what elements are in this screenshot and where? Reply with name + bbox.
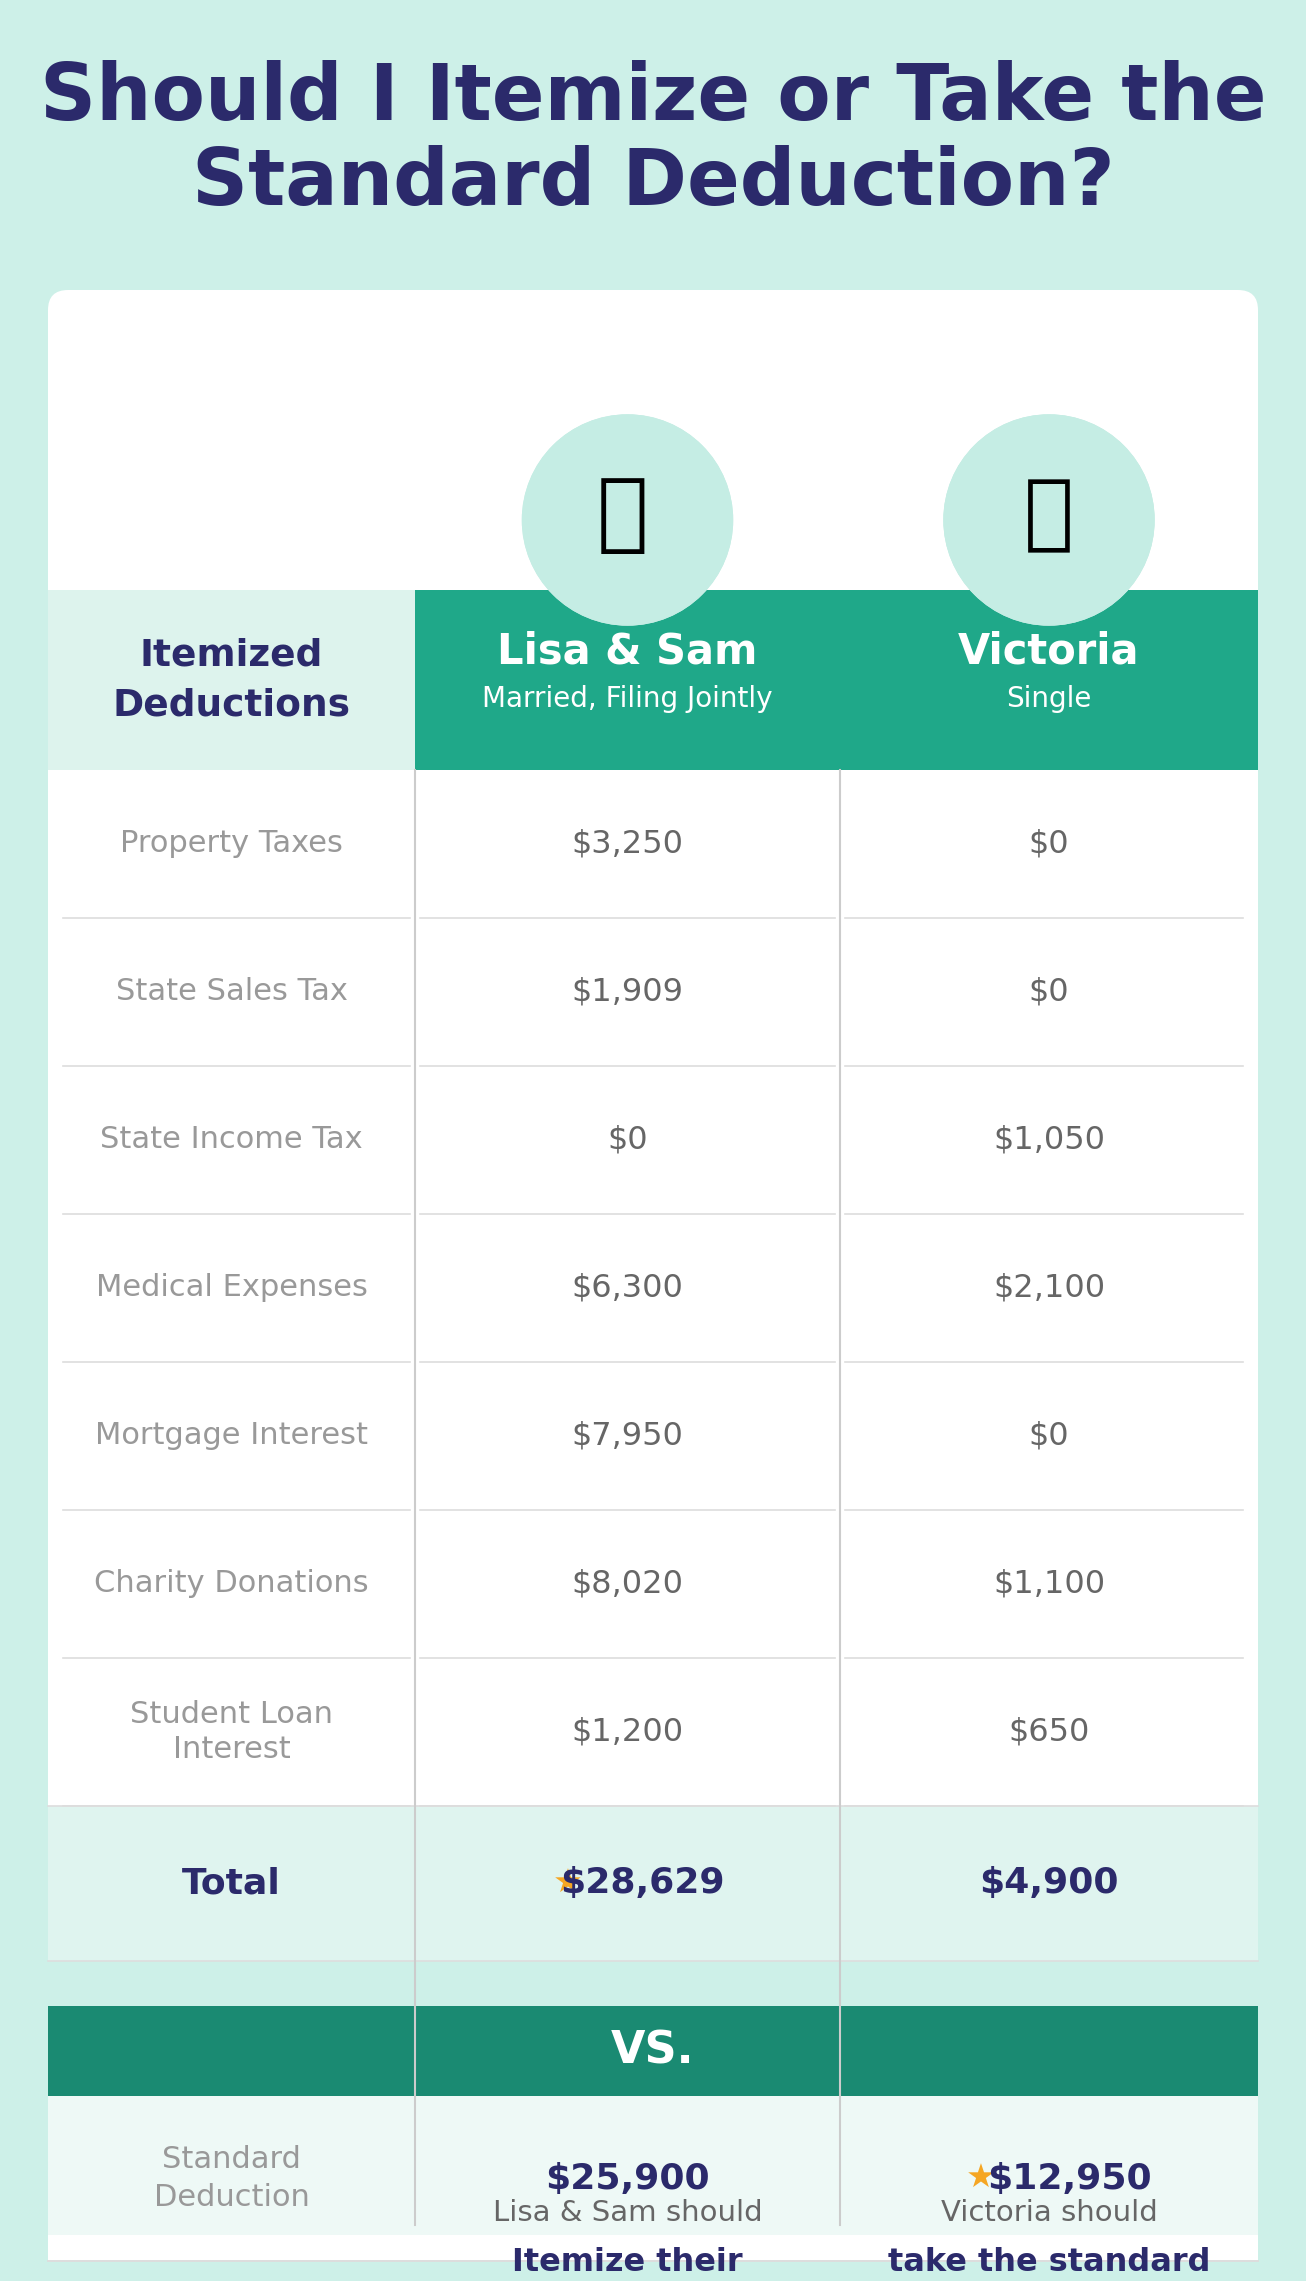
Text: Should I Itemize or Take the: Should I Itemize or Take the — [39, 59, 1267, 137]
Text: Mortgage Interest: Mortgage Interest — [95, 1421, 368, 1451]
Text: Lisa & Sam should: Lisa & Sam should — [492, 2199, 763, 2226]
Text: ★: ★ — [966, 2162, 996, 2194]
Text: $12,950: $12,950 — [987, 2162, 1152, 2197]
FancyBboxPatch shape — [48, 1362, 1258, 1510]
Text: $0: $0 — [1029, 976, 1070, 1008]
FancyBboxPatch shape — [48, 2005, 1258, 2096]
Text: Standard Deduction?: Standard Deduction? — [192, 146, 1114, 221]
Circle shape — [522, 415, 733, 625]
Text: $0: $0 — [607, 1125, 648, 1156]
Text: Victoria should: Victoria should — [940, 2199, 1157, 2226]
Text: Property Taxes: Property Taxes — [120, 830, 343, 858]
Text: VS.: VS. — [611, 2030, 695, 2073]
Text: Itemize their
deductions: Itemize their deductions — [512, 2247, 743, 2281]
Text: $7,950: $7,950 — [572, 1421, 683, 1451]
Text: $1,200: $1,200 — [572, 1718, 683, 1747]
Circle shape — [944, 415, 1155, 625]
FancyBboxPatch shape — [48, 290, 1258, 2235]
Text: Total: Total — [182, 1866, 281, 1900]
Text: Itemized
Deductions: Itemized Deductions — [112, 636, 350, 723]
Text: $28,629: $28,629 — [560, 1866, 725, 1900]
FancyBboxPatch shape — [48, 2096, 1258, 2260]
Text: $1,050: $1,050 — [993, 1125, 1105, 1156]
FancyBboxPatch shape — [840, 591, 1258, 771]
Text: $1,909: $1,909 — [572, 976, 683, 1008]
Circle shape — [522, 415, 733, 625]
FancyBboxPatch shape — [48, 2235, 1258, 2260]
FancyBboxPatch shape — [48, 591, 415, 771]
Text: Standard
Deduction: Standard Deduction — [154, 2144, 310, 2213]
FancyBboxPatch shape — [48, 771, 1258, 917]
Text: $650: $650 — [1008, 1718, 1089, 1747]
Text: ★: ★ — [552, 1868, 582, 1900]
Text: $6,300: $6,300 — [572, 1273, 683, 1302]
Text: Single: Single — [1007, 684, 1092, 714]
Text: $3,250: $3,250 — [572, 828, 683, 860]
Text: $0: $0 — [1029, 1421, 1070, 1451]
Text: Charity Donations: Charity Donations — [94, 1569, 368, 1599]
Text: $2,100: $2,100 — [993, 1273, 1105, 1302]
FancyBboxPatch shape — [48, 917, 1258, 1065]
Text: $1,100: $1,100 — [993, 1569, 1105, 1599]
Text: 👩: 👩 — [1024, 474, 1074, 557]
Circle shape — [944, 415, 1155, 625]
Text: State Income Tax: State Income Tax — [101, 1125, 363, 1154]
Text: $25,900: $25,900 — [545, 2162, 710, 2197]
Text: $4,900: $4,900 — [980, 1866, 1119, 1900]
Text: Married, Filing Jointly: Married, Filing Jointly — [482, 684, 773, 714]
Text: 👫: 👫 — [597, 474, 648, 557]
Text: $0: $0 — [1029, 828, 1070, 860]
Text: take the standard
deduction: take the standard deduction — [888, 2247, 1211, 2281]
Text: Victoria: Victoria — [959, 630, 1140, 673]
Text: Student Loan
Interest: Student Loan Interest — [131, 1699, 333, 1765]
Text: $8,020: $8,020 — [572, 1569, 683, 1599]
FancyBboxPatch shape — [48, 1962, 1258, 2005]
Text: Medical Expenses: Medical Expenses — [95, 1273, 367, 1302]
FancyBboxPatch shape — [48, 1658, 1258, 1807]
Text: Lisa & Sam: Lisa & Sam — [498, 630, 757, 673]
Text: State Sales Tax: State Sales Tax — [115, 979, 347, 1006]
FancyBboxPatch shape — [48, 1510, 1258, 1658]
FancyBboxPatch shape — [48, 1807, 1258, 1962]
FancyBboxPatch shape — [415, 591, 840, 771]
FancyBboxPatch shape — [48, 1213, 1258, 1362]
FancyBboxPatch shape — [48, 1065, 1258, 1213]
